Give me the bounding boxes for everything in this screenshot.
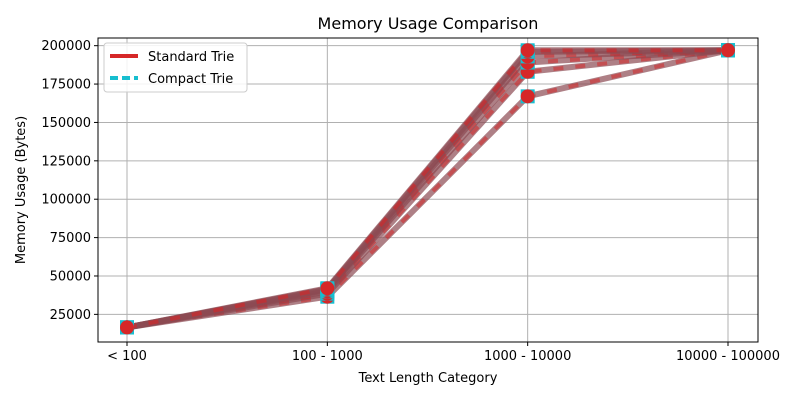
data-point-standard-trie	[520, 43, 535, 58]
y-tick-label: 75000	[50, 231, 91, 246]
legend-label-standard-trie: Standard Trie	[148, 50, 234, 65]
data-point-standard-trie	[320, 281, 335, 296]
x-axis-ticks: < 100 100 - 1000 1000 - 10000 10000 - 10000…	[107, 342, 780, 364]
chart-title: Memory Usage Comparison	[318, 14, 539, 33]
y-tick-label: 175000	[41, 78, 91, 93]
data-point-standard-trie	[721, 43, 735, 58]
x-tick-label: 1000 - 10000	[484, 349, 571, 364]
series-markers	[120, 43, 735, 335]
plot-area-frame	[97, 37, 759, 343]
y-tick-label: 125000	[41, 154, 91, 169]
legend-box	[103, 42, 248, 93]
x-axis-label: Text Length Category	[358, 371, 498, 386]
x-tick-label: 10000 - 100000	[676, 349, 780, 364]
y-tick-label: 100000	[41, 193, 91, 208]
legend: Standard Trie Compact Trie	[103, 42, 248, 93]
x-tick-label: < 100	[107, 349, 147, 364]
legend-label-compact-trie: Compact Trie	[148, 72, 233, 87]
y-tick-label: 200000	[41, 39, 91, 54]
data-point-standard-trie	[520, 89, 535, 104]
y-axis-label: Memory Usage (Bytes)	[14, 116, 29, 264]
y-tick-label: 25000	[50, 308, 91, 323]
y-axis-ticks: 25000 50000 75000 100000 125000 150000 175000 2…	[41, 39, 98, 323]
series-lines	[126, 47, 729, 331]
series-line-standard-trie	[126, 48, 729, 330]
series-line-standard-trie	[126, 48, 728, 330]
y-tick-label: 150000	[41, 116, 91, 131]
data-point-standard-trie	[120, 320, 134, 335]
x-tick-label: 100 - 1000	[292, 349, 363, 364]
y-tick-label: 50000	[50, 269, 91, 284]
